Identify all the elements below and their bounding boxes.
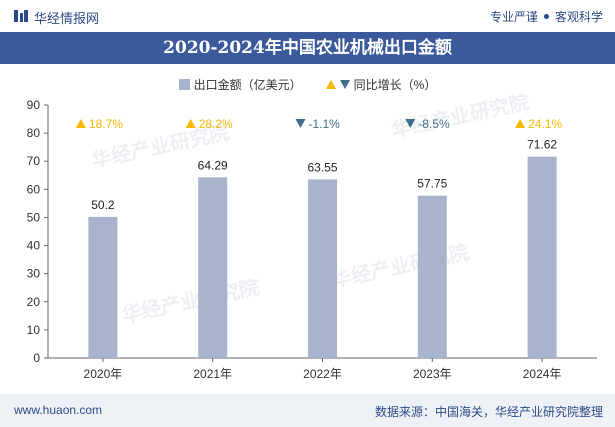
growth-down-triangle-icon [405, 119, 416, 128]
bar [198, 177, 228, 358]
y-tick-label: 80 [27, 126, 41, 140]
x-tick-label: 2022年 [303, 367, 342, 381]
y-tick-label: 90 [27, 98, 41, 112]
bar-value-label: 50.2 [91, 198, 115, 212]
chart-legend: 出口金额（亿美元） 同比增长（%） [0, 74, 615, 94]
slogan: 专业严谨 客观科学 [490, 8, 603, 25]
y-tick-label: 60 [27, 182, 41, 196]
legend-growth-label: 同比增长（%） [353, 77, 437, 92]
brand-name: 华经情报网 [34, 11, 100, 26]
legend-down-triangle-icon [339, 79, 350, 89]
footer-source: 数据来源：中国海关，华经产业研究院整理 [374, 405, 603, 419]
growth-up-triangle-icon [75, 119, 86, 128]
logo-icon [14, 10, 28, 22]
legend-bar-swatch [178, 78, 190, 90]
x-tick-label: 2020年 [84, 367, 123, 381]
chart-title: 2020-2024年中国农业机械出口金额 [0, 32, 615, 64]
growth-down-triangle-icon [295, 119, 306, 128]
y-tick-label: 40 [27, 239, 41, 253]
y-tick-label: 70 [27, 154, 41, 168]
legend-export-label: 出口金额（亿美元） [193, 77, 302, 92]
growth-label: 18.7% [89, 117, 123, 131]
growth-label: -8.5% [418, 117, 450, 131]
footer: www.huaon.com 数据来源：中国海关，华经产业研究院整理 [0, 394, 615, 427]
bar [88, 216, 118, 358]
top-bar: 华经情报网 专业严谨 客观科学 [0, 0, 615, 32]
bar [417, 195, 447, 358]
bar-value-label: 63.55 [307, 160, 337, 174]
growth-up-triangle-icon [515, 119, 526, 128]
footer-website: www.huaon.com [14, 403, 103, 417]
growth-label: 24.1% [528, 117, 562, 131]
legend-item-growth: 同比增长（%） [325, 76, 437, 93]
growth-label: 28.2% [199, 117, 233, 131]
y-tick-label: 10 [27, 323, 41, 337]
legend-up-triangle-icon [325, 79, 336, 89]
bar-value-label: 71.62 [527, 138, 557, 152]
bar [308, 179, 337, 358]
bar-value-label: 64.29 [198, 158, 228, 172]
slogan-left: 专业严谨 [489, 10, 538, 24]
bar [527, 156, 557, 358]
bar-value-label: 57.75 [417, 177, 447, 191]
x-tick-label: 2024年 [523, 367, 562, 381]
x-tick-label: 2023年 [413, 367, 452, 381]
bar-chart: 0 10 20 30 40 50 60 70 80 90 50.2 2020年 18.7% 64.29 20… [27, 98, 597, 381]
growth-up-triangle-icon [185, 119, 196, 128]
y-tick-label: 30 [27, 267, 41, 281]
slogan-right: 客观科学 [554, 10, 603, 24]
slogan-dot [543, 14, 549, 19]
y-tick-label: 50 [27, 210, 41, 224]
x-tick-label: 2021年 [193, 367, 232, 381]
legend-item-export: 出口金额（亿美元） [178, 76, 302, 93]
y-tick-label: 0 [33, 351, 40, 365]
growth-label: -1.1% [309, 117, 341, 131]
y-tick-label: 20 [27, 295, 41, 309]
